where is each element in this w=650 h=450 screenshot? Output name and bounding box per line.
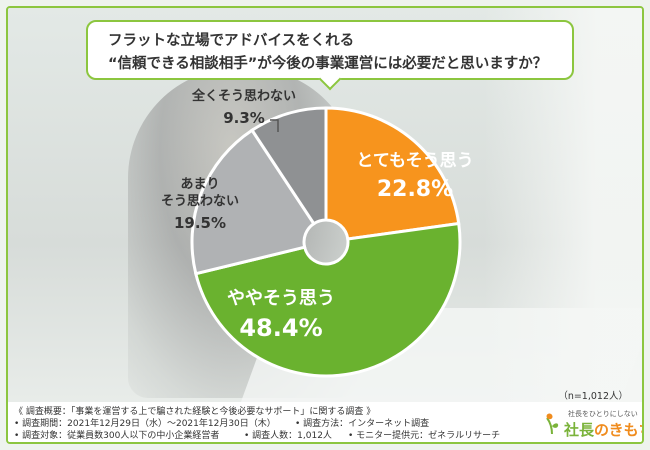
logo-name-part1: 社長 bbox=[564, 421, 595, 439]
slice-somewhat-agree bbox=[193, 221, 462, 378]
survey-method: • 調査方法：インターネット調査 bbox=[295, 419, 430, 429]
survey-provider: • モニター提供元：ゼネラルリサーチ bbox=[348, 431, 501, 441]
slice-label-very-much-agree: とてもそう思う bbox=[356, 151, 473, 171]
leader-line bbox=[270, 119, 279, 132]
slice-label-not-really-agree-0: あまり bbox=[180, 177, 219, 192]
slice-value-not-really-agree: 19.5% bbox=[174, 214, 226, 232]
survey-count: • 調査人数：1,012人 bbox=[244, 431, 332, 441]
survey-overview: 《 調査概要：「事業を運営する上で騙された経験と今後必要なサポート」に関する調査… bbox=[14, 407, 376, 417]
question-bubble: フラットな立場でアドバイスをくれる “信頼できる相談相手”が今後の事業運営には必… bbox=[86, 20, 574, 80]
question-line-2: “信頼できる相談相手”が今後の事業運営には必要だと思いますか？ bbox=[108, 56, 548, 72]
sample-size: （n=1,012人） bbox=[558, 391, 628, 402]
question-line-1: フラットな立場でアドバイスをくれる bbox=[108, 33, 355, 49]
slice-label-not-at-all-agree: 全くそう思わない bbox=[191, 88, 296, 104]
slice-not-at-all-agree bbox=[250, 106, 328, 226]
survey-period: • 調査期間：2021年12月29日（水）～2021年12月30日（木） bbox=[14, 419, 276, 429]
slice-label-not-really-agree-1: そう思わない bbox=[161, 194, 239, 209]
slice-very-much-agree bbox=[324, 106, 461, 241]
logo-name: 社長のきもち bbox=[564, 419, 642, 440]
slice-value-not-at-all-agree: 9.3% bbox=[223, 109, 265, 127]
logo-tagline: 社長をひとりにしない bbox=[568, 410, 638, 418]
slice-value-somewhat-agree: 48.4% bbox=[239, 314, 322, 342]
infographic-frame: フラットな立場でアドバイスをくれる “信頼できる相談相手”が今後の事業運営には必… bbox=[6, 6, 644, 444]
slice-not-really-agree bbox=[190, 128, 316, 276]
slice-value-very-much-agree: 22.8% bbox=[377, 177, 453, 202]
slice-label-somewhat-agree: ややそう思う bbox=[227, 288, 335, 309]
survey-footer: 《 調査概要：「事業を運営する上で騙された経験と今後必要なサポート」に関する調査… bbox=[8, 402, 642, 442]
sprout-logo-icon bbox=[546, 413, 559, 435]
survey-target: • 調査対象：従業員数300人以下の中小企業経営者 bbox=[14, 431, 220, 441]
logo-name-part2: のきもち bbox=[594, 421, 642, 439]
